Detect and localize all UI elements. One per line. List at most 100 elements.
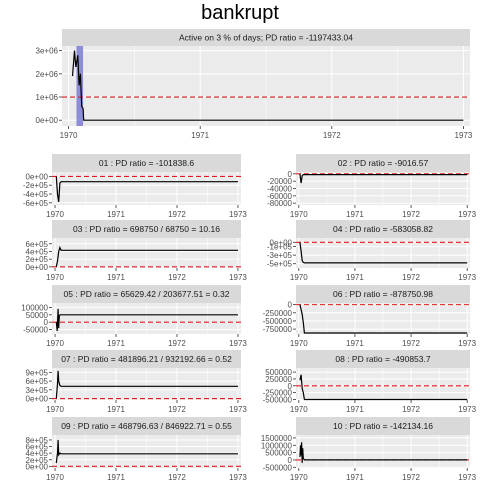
- x-tick-label: 1970: [290, 473, 308, 480]
- y-tick-label: 1e+06: [36, 93, 59, 102]
- x-tick-label: 1971: [346, 339, 364, 348]
- y-tick-label: 0: [44, 318, 49, 327]
- panel-title: 05 : PD ratio = 65629.42 / 203677.51 = 0…: [64, 289, 230, 299]
- y-tick-label: -1e+05: [267, 243, 293, 252]
- x-tick-label: 1971: [346, 405, 364, 414]
- x-tick-label: 1973: [229, 473, 247, 480]
- x-tick-label: 1971: [346, 210, 364, 219]
- y-tick-label: 0e+00: [26, 395, 49, 404]
- panel-strip: [296, 154, 470, 172]
- x-tick-label: 1972: [168, 339, 186, 348]
- panel-main: Active on 3 % of days; PD ratio = -11974…: [36, 29, 473, 140]
- x-tick-label: 1970: [46, 473, 64, 480]
- panel-title: 03 : PD ratio = 698750 / 68750 = 10.16: [73, 224, 220, 234]
- x-tick-label: 1973: [458, 405, 476, 414]
- series-line: [55, 308, 238, 332]
- x-tick-label: 1973: [458, 339, 476, 348]
- y-tick-label: 4e+05: [26, 449, 49, 458]
- y-tick-label: 6e+05: [26, 443, 49, 452]
- y-tick-label: 0e+00: [270, 238, 293, 247]
- panel-strip: [296, 220, 470, 238]
- panel-title: 10 : PD ratio = -142134.16: [333, 421, 433, 431]
- y-tick-label: 4e+05: [26, 247, 49, 256]
- x-tick-label: 1971: [107, 210, 125, 219]
- y-tick-label: 0e+00: [26, 462, 49, 471]
- y-tick-label: 0e+00: [26, 263, 49, 272]
- panel-p06: 06 : PD ratio = -878750.98 1970 1971 1972 19…: [263, 285, 477, 348]
- panel-title: 07 : PD ratio = 481896.21 / 932192.66 = …: [61, 354, 232, 364]
- y-tick-label: -60000: [267, 192, 292, 201]
- series-line: [299, 442, 468, 463]
- y-tick-label: 250000: [265, 375, 292, 384]
- panel-p05: 05 : PD ratio = 65629.42 / 203677.51 = 0…: [21, 285, 247, 348]
- panel-strip: [52, 285, 241, 303]
- y-tick-label: 2e+06: [36, 70, 59, 79]
- x-tick-label: 1971: [107, 405, 125, 414]
- x-tick-label: 1972: [168, 473, 186, 480]
- series-line: [55, 176, 238, 202]
- x-tick-label: 1972: [168, 405, 186, 414]
- panel-title: 09 : PD ratio = 468796.63 / 846922.71 = …: [61, 421, 232, 431]
- panel-p10: 10 : PD ratio = -142134.16 1970 1971 1972 19…: [261, 417, 477, 480]
- panel-strip: [52, 154, 241, 172]
- x-tick-label: 1971: [346, 473, 364, 480]
- panel-strip: [296, 417, 470, 435]
- y-tick-label: 0e+00: [26, 172, 49, 181]
- x-tick-label: 1973: [229, 339, 247, 348]
- y-tick-label: 2e+05: [26, 255, 49, 264]
- y-tick-label: -250000: [263, 309, 293, 318]
- panel-p07: 07 : PD ratio = 481896.21 / 932192.66 = …: [26, 350, 247, 414]
- y-tick-label: 0: [288, 456, 293, 465]
- x-tick-label: 1973: [458, 473, 476, 480]
- x-tick-label: 1970: [290, 339, 308, 348]
- y-tick-label: -40000: [267, 185, 292, 194]
- x-tick-label: 1972: [402, 339, 420, 348]
- y-tick-label: -6e+05: [23, 199, 49, 208]
- panel-strip: [52, 220, 241, 238]
- panel-p02: 02 : PD ratio = -9016.57 1970 1971 1972 1973…: [267, 154, 477, 219]
- x-tick-label: 1972: [323, 131, 341, 140]
- x-tick-label: 1972: [168, 210, 186, 219]
- x-tick-label: 1970: [46, 210, 64, 219]
- x-tick-label: 1970: [46, 273, 64, 282]
- y-tick-label: 100000: [21, 303, 48, 312]
- y-tick-label: -500000: [263, 317, 293, 326]
- y-tick-label: 2e+05: [26, 456, 49, 465]
- x-tick-label: 1970: [290, 210, 308, 219]
- panel-p01: 01 : PD ratio = -101838.6 1970 1971 1972 197…: [23, 154, 247, 219]
- y-tick-label: 0: [288, 170, 293, 179]
- panel-title: Active on 3 % of days; PD ratio = -11974…: [179, 33, 353, 43]
- x-tick-label: 1972: [168, 273, 186, 282]
- series-line: [299, 304, 468, 334]
- y-tick-label: -50000: [23, 326, 48, 335]
- series-line: [55, 439, 238, 464]
- x-tick-label: 1970: [290, 405, 308, 414]
- panel-strip: [296, 285, 470, 303]
- x-tick-label: 1971: [107, 339, 125, 348]
- y-tick-label: 1000000: [261, 441, 293, 450]
- x-tick-label: 1971: [346, 273, 364, 282]
- y-tick-label: 3e+05: [26, 386, 49, 395]
- panel-title: 04 : PD ratio = -583058.82: [333, 224, 433, 234]
- x-tick-label: 1972: [402, 273, 420, 282]
- x-tick-label: 1971: [107, 473, 125, 480]
- y-tick-label: -500000: [263, 395, 293, 404]
- x-tick-label: 1972: [402, 210, 420, 219]
- y-tick-label: 50000: [26, 311, 49, 320]
- y-tick-label: -500000: [263, 463, 293, 472]
- y-tick-label: -2e+05: [23, 181, 49, 190]
- y-tick-label: 6e+05: [26, 377, 49, 386]
- panel-title: 01 : PD ratio = -101838.6: [99, 158, 194, 168]
- active-band: [76, 46, 84, 126]
- y-tick-label: -3e+05: [267, 251, 293, 260]
- series-line: [71, 50, 464, 121]
- page-title: bankrupt: [201, 2, 279, 24]
- panel-strip: [296, 350, 470, 368]
- x-tick-label: 1973: [455, 131, 473, 140]
- y-tick-label: -5e+05: [267, 260, 293, 269]
- panel-strip: [52, 417, 241, 435]
- x-tick-label: 1973: [229, 210, 247, 219]
- y-tick-label: 6e+05: [26, 240, 49, 249]
- series-line: [55, 370, 238, 399]
